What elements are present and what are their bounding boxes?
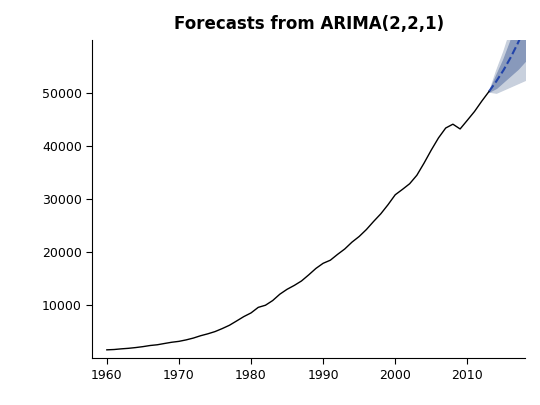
Title: Forecasts from ARIMA(2,2,1): Forecasts from ARIMA(2,2,1)	[174, 15, 444, 33]
